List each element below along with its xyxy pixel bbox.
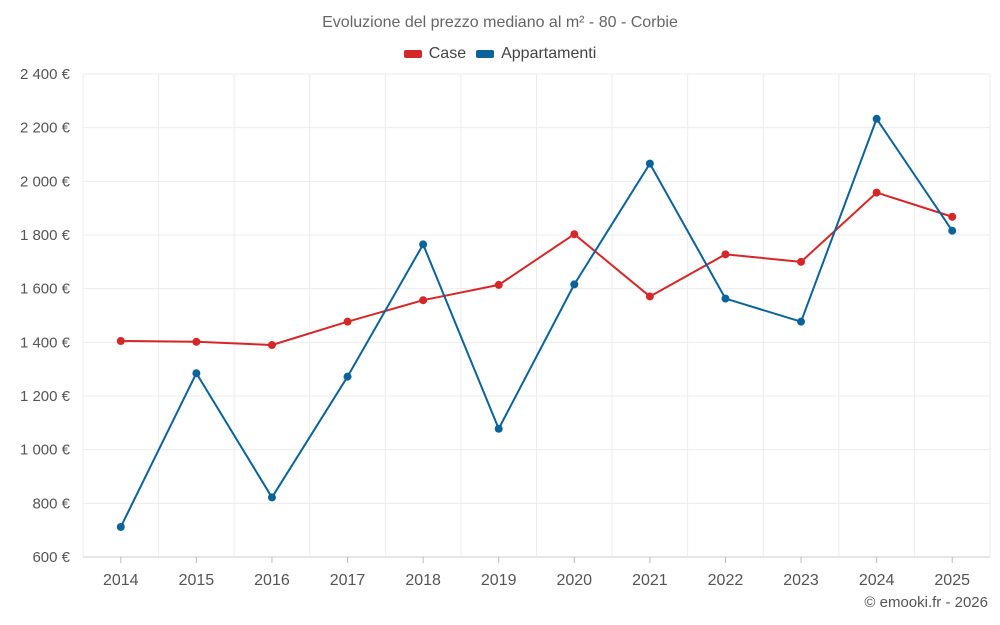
legend-item-appartamenti[interactable]: Appartamenti bbox=[476, 45, 596, 63]
data-point-case bbox=[721, 250, 730, 259]
y-tick-label: 1 000 € bbox=[20, 442, 71, 459]
y-tick-label: 800 € bbox=[32, 495, 70, 512]
y-tick-label: 1 400 € bbox=[20, 334, 71, 351]
data-point-case bbox=[419, 296, 428, 305]
data-point-appartamenti bbox=[192, 369, 201, 378]
x-tick-label: 2022 bbox=[708, 572, 744, 589]
series-line-appartamenti bbox=[119, 117, 954, 528]
data-point-appartamenti bbox=[343, 372, 352, 381]
data-point-case bbox=[116, 336, 125, 345]
y-tick-label: 1 600 € bbox=[20, 281, 71, 298]
data-point-appartamenti bbox=[645, 159, 654, 168]
x-tick-label: 2016 bbox=[254, 572, 290, 589]
data-point-appartamenti bbox=[570, 280, 579, 289]
x-tick-label: 2023 bbox=[783, 572, 819, 589]
credit-text: © emooki.fr - 2026 bbox=[864, 594, 988, 611]
data-point-appartamenti bbox=[797, 317, 806, 326]
data-point-appartamenti bbox=[267, 493, 276, 502]
x-tick-label: 2021 bbox=[632, 572, 668, 589]
data-point-case bbox=[948, 212, 957, 221]
data-point-case bbox=[192, 337, 201, 346]
data-point-case bbox=[872, 188, 881, 197]
y-tick-label: 1 200 € bbox=[20, 388, 71, 405]
y-tick-label: 600 € bbox=[32, 549, 70, 566]
legend-swatch-case bbox=[403, 50, 422, 58]
series-line-case bbox=[120, 191, 953, 347]
chart-title: Evoluzione del prezzo mediano al m² - 80… bbox=[322, 14, 678, 31]
legend: Case Appartamenti bbox=[0, 45, 1000, 63]
legend-label-case: Case bbox=[428, 45, 467, 62]
data-point-case bbox=[343, 317, 352, 326]
legend-swatch-appartamenti bbox=[476, 50, 495, 58]
x-tick-label: 2018 bbox=[405, 572, 441, 589]
data-point-appartamenti bbox=[948, 226, 957, 235]
x-tick-label: 2024 bbox=[859, 572, 895, 589]
data-point-appartamenti bbox=[872, 114, 881, 123]
x-tick-label: 2025 bbox=[934, 572, 970, 589]
x-tick-label: 2019 bbox=[481, 572, 517, 589]
x-tick-label: 2017 bbox=[330, 572, 366, 589]
data-point-case bbox=[645, 292, 654, 301]
data-point-appartamenti bbox=[419, 240, 428, 249]
legend-label-appartamenti: Appartamenti bbox=[501, 45, 597, 62]
data-point-case bbox=[797, 257, 806, 266]
y-tick-label: 2 200 € bbox=[20, 120, 71, 137]
data-point-appartamenti bbox=[721, 294, 730, 303]
x-tick-label: 2014 bbox=[103, 572, 139, 589]
y-tick-label: 1 800 € bbox=[20, 227, 71, 244]
legend-item-case[interactable]: Case bbox=[403, 45, 467, 63]
data-point-case bbox=[494, 280, 503, 289]
y-tick-label: 2 000 € bbox=[20, 173, 71, 190]
data-point-case bbox=[267, 341, 276, 350]
data-point-case bbox=[570, 230, 579, 239]
x-tick-label: 2020 bbox=[556, 572, 592, 589]
x-tick-label: 2015 bbox=[179, 572, 215, 589]
y-tick-label: 2 400 € bbox=[20, 66, 71, 83]
data-point-appartamenti bbox=[116, 522, 125, 531]
data-point-appartamenti bbox=[494, 424, 503, 433]
